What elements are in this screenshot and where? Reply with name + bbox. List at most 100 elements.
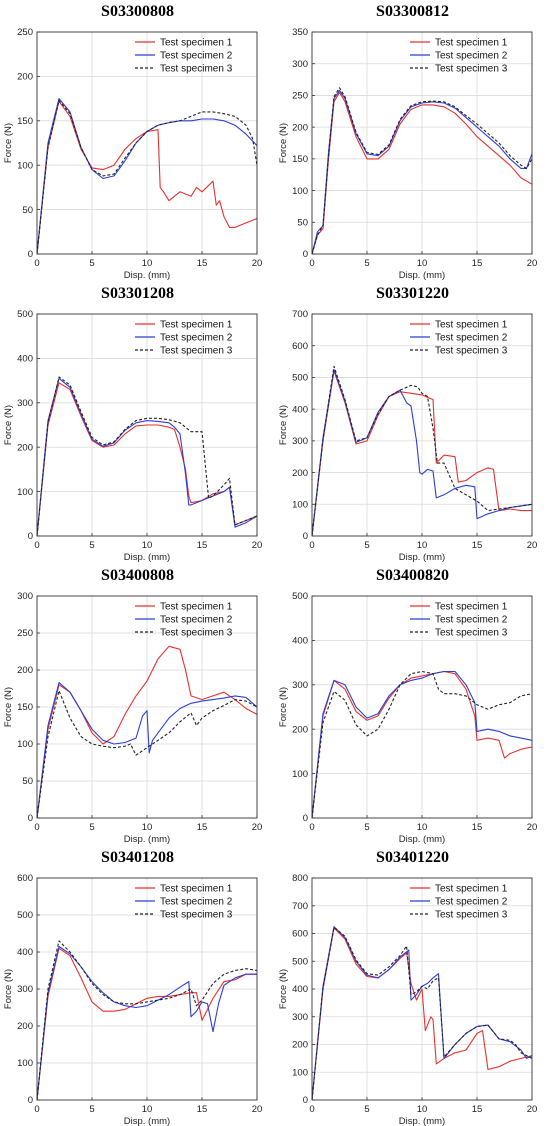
y-tick-label: 50: [297, 217, 308, 228]
y-tick-label: 300: [292, 1012, 308, 1023]
y-axis-label: Force (N): [3, 123, 14, 163]
chart-title: S03300812: [376, 3, 449, 20]
y-tick-label: 200: [292, 724, 308, 735]
y-tick-label: 350: [292, 27, 308, 38]
y-tick-label: 250: [17, 27, 33, 38]
y-tick-label: 100: [17, 739, 33, 750]
series-line-specimen-2: [37, 682, 257, 818]
series-line-specimen-2: [37, 945, 257, 1100]
y-tick-label: 0: [303, 249, 308, 260]
series-line-specimen-3: [37, 940, 257, 1100]
legend-label: Test specimen 1: [435, 38, 508, 49]
y-axis-label: Force (N): [3, 405, 14, 445]
legend-label: Test specimen 1: [160, 602, 233, 613]
y-tick-label: 300: [292, 59, 308, 70]
chart-title: S03301208: [101, 285, 174, 302]
x-tick-label: 0: [309, 540, 314, 551]
x-tick-label: 5: [89, 1104, 94, 1115]
x-axis-label: Disp. (mm): [399, 834, 445, 844]
legend-label: Test specimen 1: [435, 602, 508, 613]
x-tick-label: 10: [417, 1104, 428, 1115]
y-tick-label: 500: [17, 910, 33, 921]
chart-panel: S03301208 0 5 10 15 20 0 100 200 300 400 500 Test sp…: [0, 282, 275, 562]
y-tick-label: 300: [292, 680, 308, 691]
series-line-specimen-3: [312, 926, 532, 1100]
x-tick-label: 20: [252, 540, 263, 551]
x-tick-label: 20: [527, 258, 538, 269]
x-tick-label: 15: [197, 822, 208, 833]
plot-area-frame: [36, 877, 258, 1101]
series-line-specimen-3: [37, 376, 257, 536]
y-tick-label: 200: [292, 122, 308, 133]
y-tick-label: 0: [303, 813, 308, 824]
x-tick-label: 5: [364, 540, 369, 551]
x-tick-label: 15: [197, 540, 208, 551]
y-tick-label: 500: [17, 309, 33, 320]
x-tick-label: 10: [142, 1104, 153, 1115]
x-tick-label: 20: [252, 1104, 263, 1115]
y-axis-label: Force (N): [3, 687, 14, 727]
series-line-specimen-3: [37, 690, 257, 818]
y-tick-label: 50: [22, 776, 33, 787]
y-axis-label: Force (N): [278, 969, 289, 1009]
x-tick-label: 5: [364, 258, 369, 269]
x-axis-label: Disp. (mm): [399, 270, 445, 280]
legend-label: Test specimen 2: [435, 51, 508, 62]
x-tick-label: 10: [142, 540, 153, 551]
x-axis-label: Disp. (mm): [124, 552, 170, 562]
y-tick-label: 0: [28, 813, 33, 824]
y-tick-label: 100: [17, 487, 33, 498]
x-tick-label: 20: [527, 540, 538, 551]
y-tick-label: 300: [17, 984, 33, 995]
x-tick-label: 0: [309, 1104, 314, 1115]
x-tick-label: 20: [527, 1104, 538, 1115]
legend-label: Test specimen 3: [435, 910, 508, 921]
legend-label: Test specimen 1: [435, 320, 508, 331]
legend-label: Test specimen 2: [435, 615, 508, 626]
x-tick-label: 10: [142, 822, 153, 833]
x-tick-label: 0: [309, 822, 314, 833]
legend: Test specimen 1 Test specimen 2 Test speci…: [135, 320, 233, 357]
y-tick-label: 400: [17, 947, 33, 958]
x-tick-label: 15: [472, 822, 483, 833]
y-tick-label: 400: [292, 404, 308, 415]
y-tick-label: 100: [292, 1067, 308, 1078]
y-tick-label: 700: [292, 901, 308, 912]
series-line-specimen-2: [312, 368, 532, 536]
legend-label: Test specimen 2: [435, 333, 508, 344]
y-tick-label: 100: [292, 186, 308, 197]
y-axis-label: Force (N): [278, 123, 289, 163]
plot-area-frame: [36, 31, 258, 255]
y-tick-label: 300: [17, 398, 33, 409]
y-tick-label: 600: [292, 341, 308, 352]
legend-label: Test specimen 2: [160, 615, 233, 626]
chart-panel: S03401220 0 5 10 15 20 0 100 200 300 400 500 600 700 8…: [275, 846, 550, 1126]
x-tick-label: 5: [89, 258, 94, 269]
y-tick-label: 50: [22, 205, 33, 216]
legend-label: Test specimen 1: [435, 884, 508, 895]
y-tick-label: 0: [28, 531, 33, 542]
y-tick-label: 300: [17, 591, 33, 602]
plot-area-frame: [36, 313, 258, 537]
legend: Test specimen 1 Test specimen 2 Test speci…: [135, 884, 233, 921]
legend-label: Test specimen 3: [160, 346, 233, 357]
x-axis-label: Disp. (mm): [124, 270, 170, 280]
chart-panel: S03400808 0 5 10 15 20 0 50 100 150 200 250 300 Test …: [0, 564, 275, 844]
y-tick-label: 0: [28, 1095, 33, 1106]
x-axis-label: Disp. (mm): [399, 552, 445, 562]
plot-area-frame: [311, 313, 533, 537]
chart-title: S03400820: [376, 567, 449, 584]
y-tick-label: 250: [292, 91, 308, 102]
legend-label: Test specimen 1: [160, 320, 233, 331]
y-tick-label: 0: [303, 531, 308, 542]
legend: Test specimen 1 Test specimen 2 Test speci…: [410, 38, 508, 75]
x-tick-label: 15: [197, 1104, 208, 1115]
x-tick-label: 5: [364, 822, 369, 833]
legend-label: Test specimen 1: [160, 884, 233, 895]
y-tick-label: 100: [292, 769, 308, 780]
